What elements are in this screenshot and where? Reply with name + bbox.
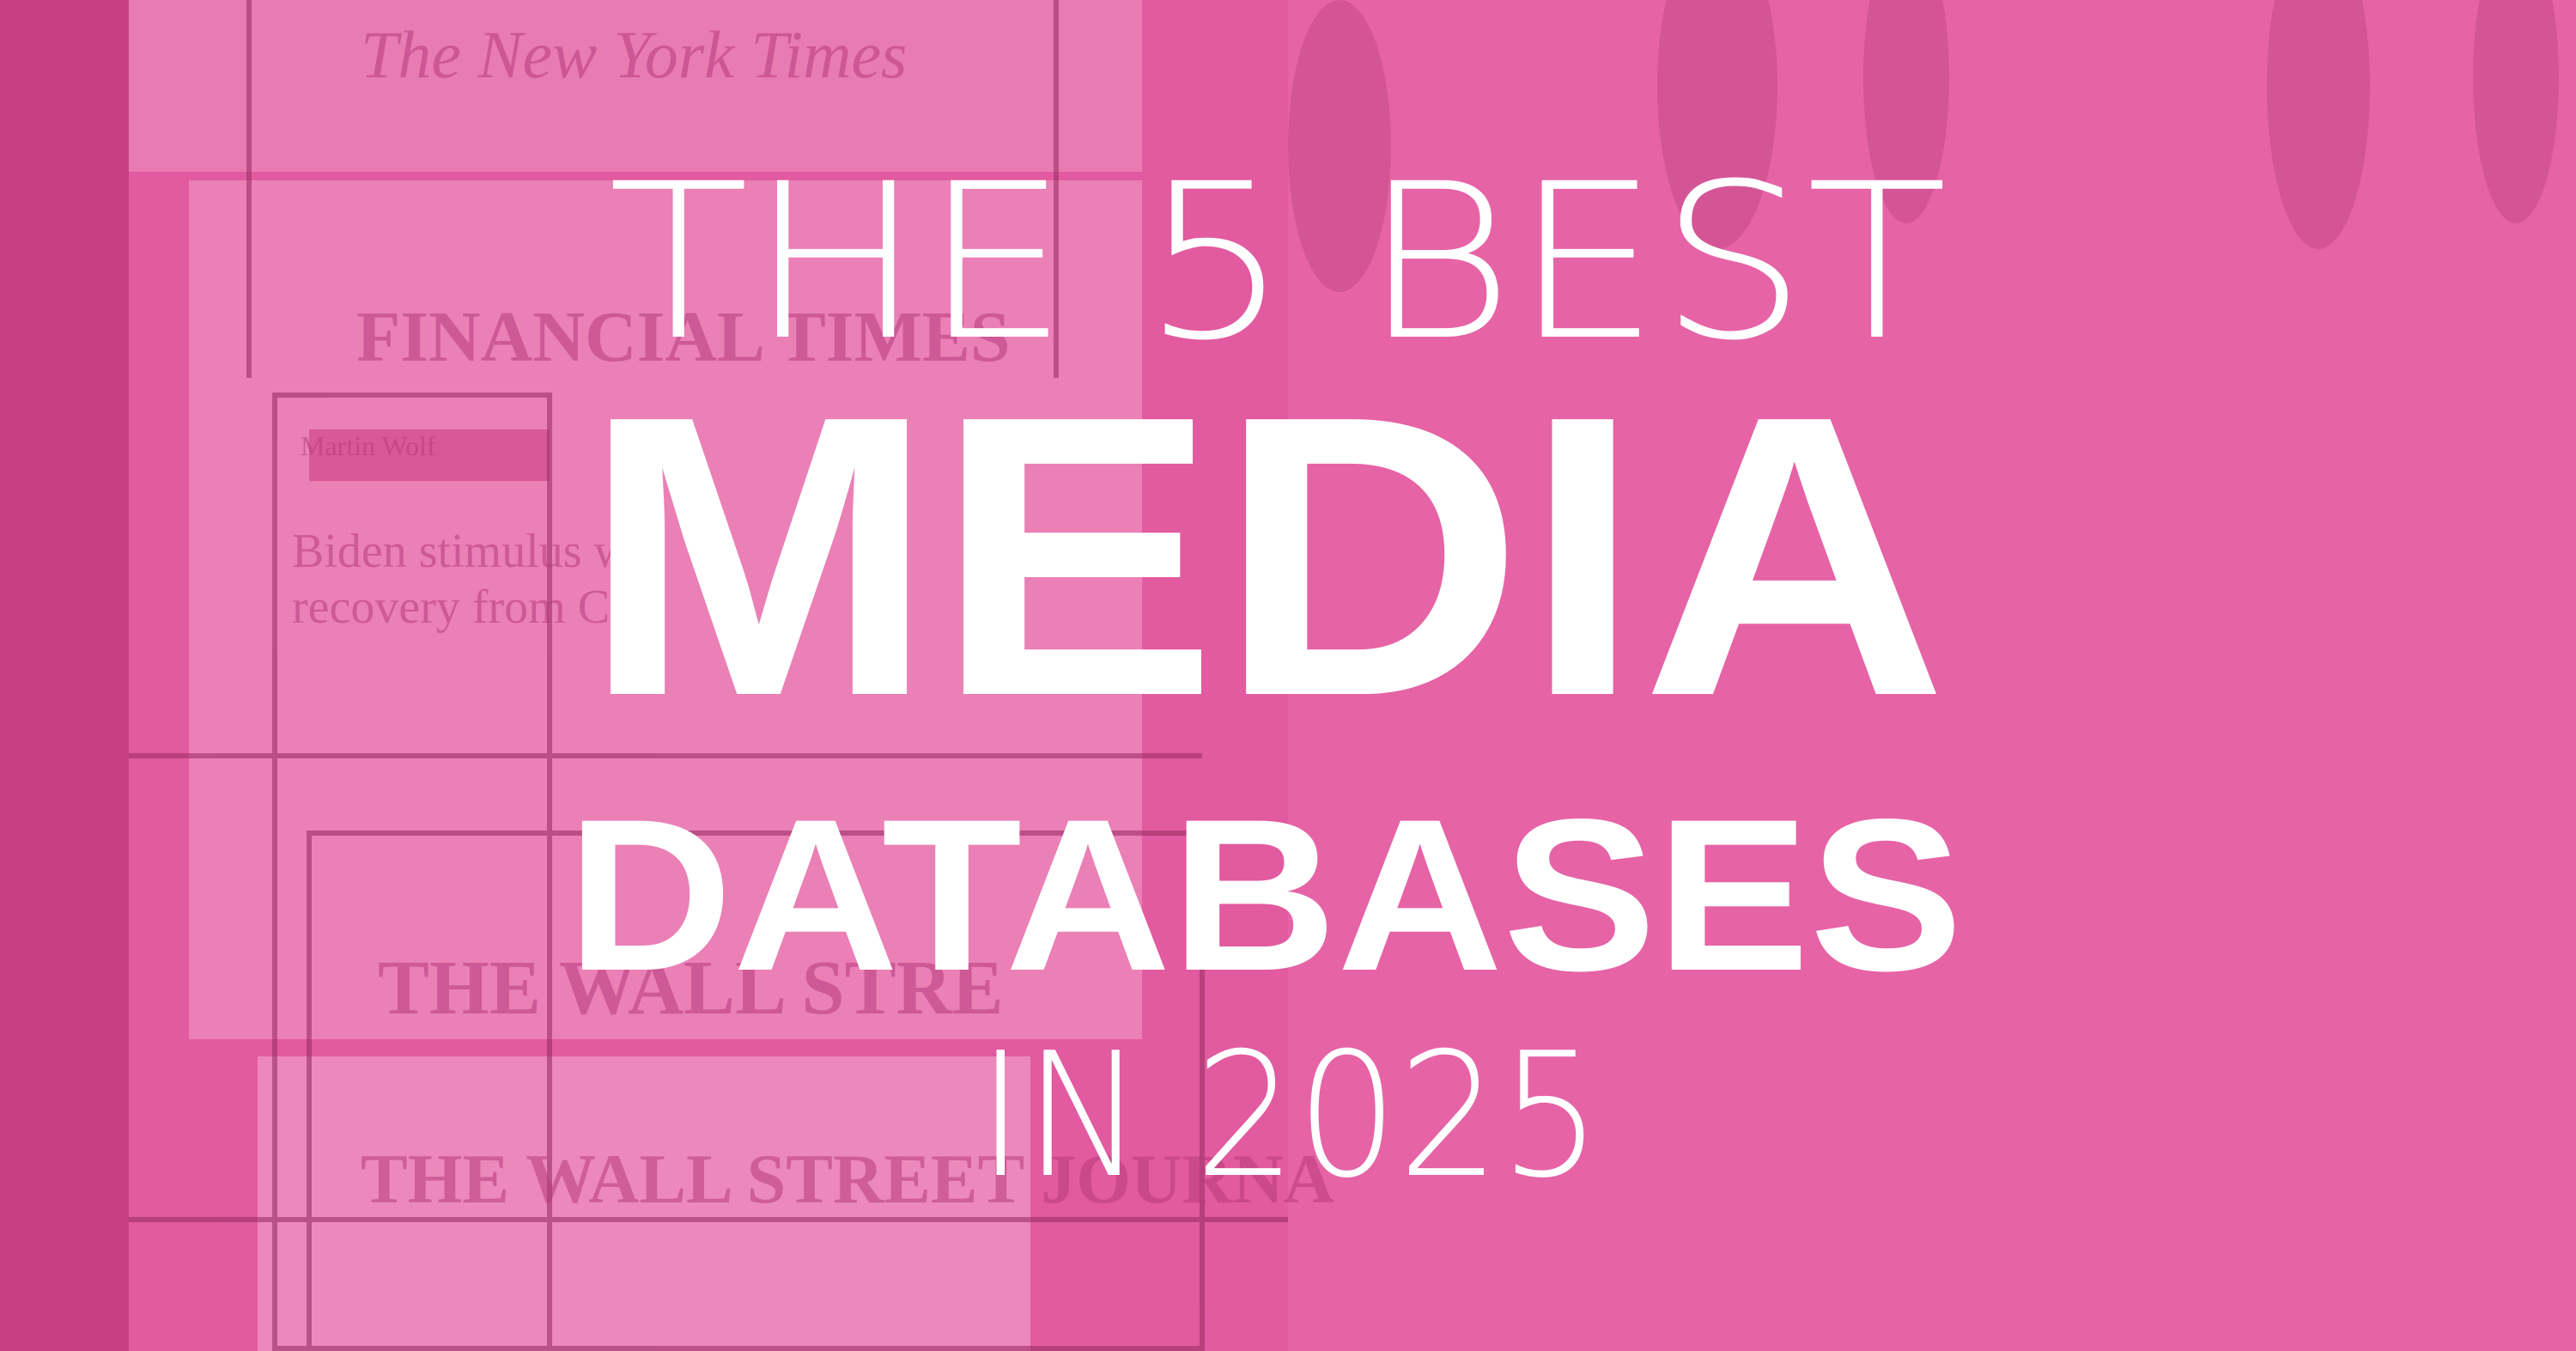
newspaper-band (309, 429, 550, 481)
headline-line: MEDIA (582, 332, 1947, 779)
paper-headline: recovery from Co (292, 581, 634, 634)
wire-rack (129, 0, 1288, 1351)
street-area (1288, 0, 2576, 1351)
newspaper (129, 0, 1142, 172)
newspaper (258, 1056, 1030, 1351)
pedestrians (1288, 0, 2559, 292)
headline-line: IN 2025 (977, 1016, 1601, 1216)
headline-line: THE 5 BEST (608, 137, 1947, 387)
masthead: FINANCIAL TIMES (356, 297, 1011, 377)
paper-headline: Biden stimulus w (292, 525, 629, 578)
left-post (0, 0, 129, 1351)
headline-line: DATABASES (567, 775, 1963, 1016)
masthead: THE WALL STREET JOURNA (361, 1140, 1334, 1218)
newspaper (189, 180, 1142, 1039)
masthead: The New York Times (361, 17, 907, 92)
byline: Martin Wolf (301, 430, 436, 461)
masthead: THE WALL STRE (378, 946, 1004, 1031)
